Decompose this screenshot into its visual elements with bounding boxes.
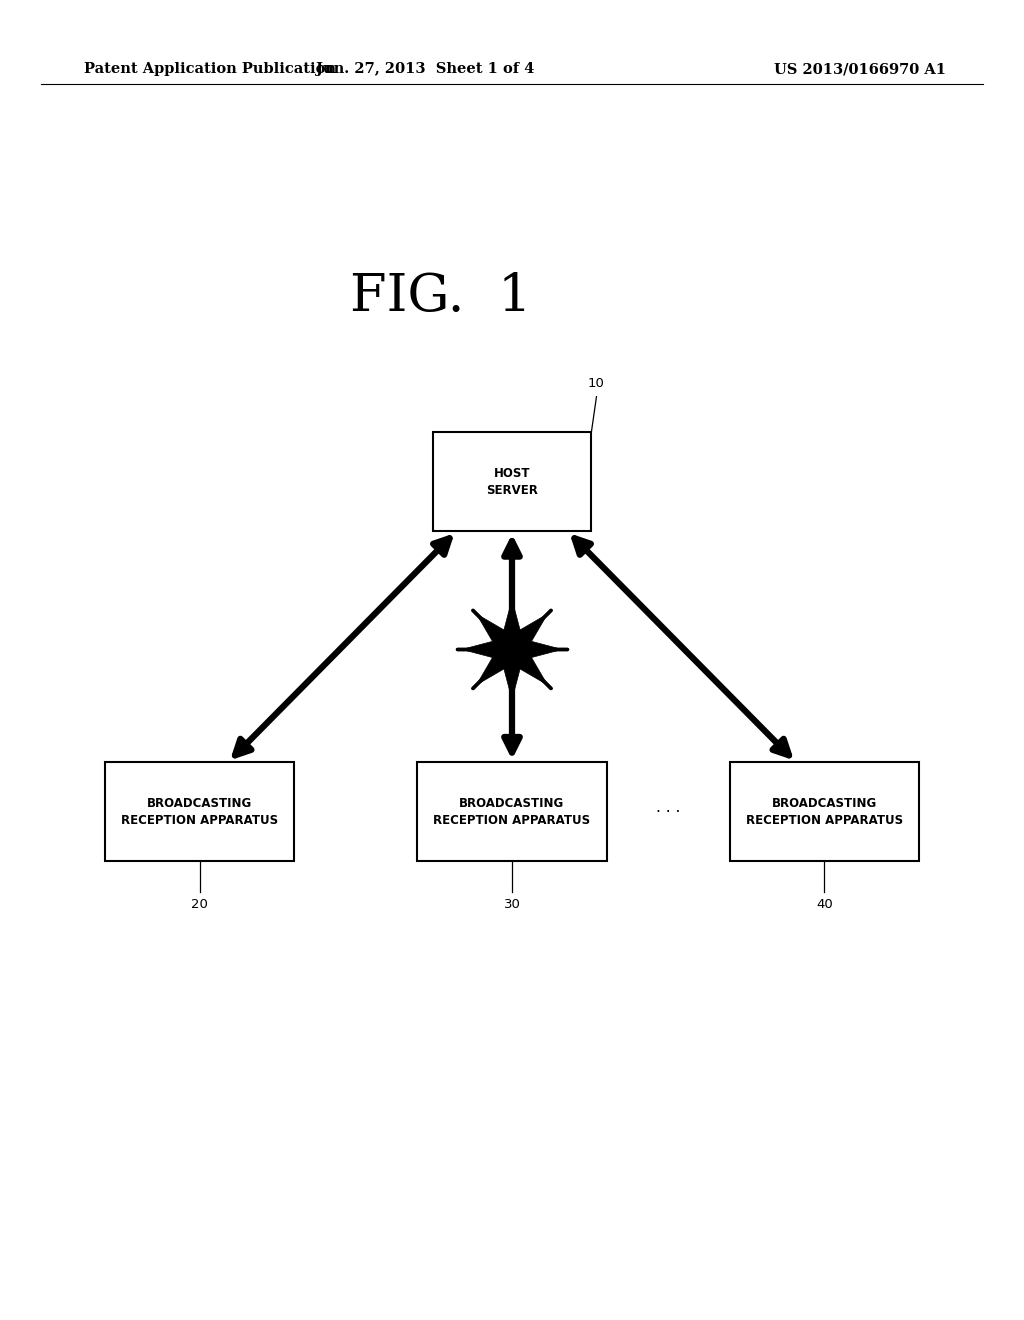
Bar bbox=[418, 762, 606, 861]
Text: FIG.  1: FIG. 1 bbox=[349, 272, 531, 322]
Text: BROADCASTING
RECEPTION APPARATUS: BROADCASTING RECEPTION APPARATUS bbox=[121, 797, 279, 826]
FancyArrowPatch shape bbox=[574, 539, 790, 755]
FancyArrowPatch shape bbox=[234, 539, 450, 755]
Text: HOST
SERVER: HOST SERVER bbox=[486, 467, 538, 496]
Text: 20: 20 bbox=[191, 898, 208, 911]
Bar bbox=[105, 762, 295, 861]
Text: 10: 10 bbox=[588, 378, 605, 391]
Text: . . .: . . . bbox=[656, 800, 681, 816]
Text: BROADCASTING
RECEPTION APPARATUS: BROADCASTING RECEPTION APPARATUS bbox=[745, 797, 903, 826]
Bar bbox=[432, 433, 592, 531]
Text: 40: 40 bbox=[816, 898, 833, 911]
Text: US 2013/0166970 A1: US 2013/0166970 A1 bbox=[774, 62, 946, 77]
Text: Patent Application Publication: Patent Application Publication bbox=[84, 62, 336, 77]
Bar bbox=[729, 762, 920, 861]
Text: BROADCASTING
RECEPTION APPARATUS: BROADCASTING RECEPTION APPARATUS bbox=[433, 797, 591, 826]
Polygon shape bbox=[462, 599, 562, 700]
Text: 30: 30 bbox=[504, 898, 520, 911]
Text: Jun. 27, 2013  Sheet 1 of 4: Jun. 27, 2013 Sheet 1 of 4 bbox=[315, 62, 535, 77]
FancyArrowPatch shape bbox=[504, 541, 520, 752]
